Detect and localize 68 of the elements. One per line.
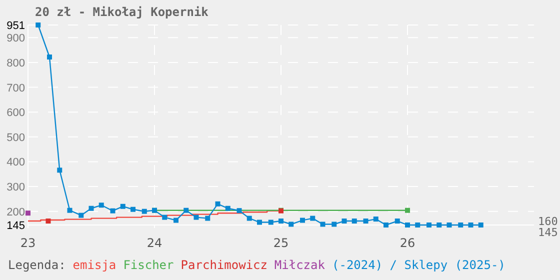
text: Parchimowicz [180,258,268,272]
point [394,218,400,224]
legend-title: Legenda: [8,258,66,272]
point [415,222,420,228]
point [36,22,41,28]
point [46,218,51,224]
y-tick-label: 951 [6,20,25,32]
point [268,220,274,225]
point [332,222,337,227]
point [174,218,179,223]
x-tick-label: 23 [20,236,36,250]
point [278,218,284,224]
text: 160 [538,215,558,228]
x-tick-label: 24 [146,236,162,250]
x-tick-label: 25 [273,236,289,250]
chart-title: 20 zł - Mikołaj Kopernik [35,5,210,19]
point [67,208,72,213]
point [225,206,230,211]
point [162,214,168,220]
point [78,212,84,218]
point [426,222,432,228]
point [342,218,347,224]
point [446,222,452,228]
point [478,222,484,228]
y-tick-label: 300 [6,182,25,194]
text: Fischer [123,258,174,272]
point [57,168,62,173]
point [194,214,199,220]
y-tick-label: 500 [6,132,25,144]
text: 145 [538,226,558,239]
point [363,218,368,224]
y-tick-label: 900 [6,32,25,45]
point [405,222,410,228]
y-tick-label: 400 [6,156,25,169]
point [120,204,126,209]
point [246,216,252,221]
y-tick-label: 800 [6,57,25,70]
point [98,202,104,208]
point [405,208,410,213]
point [142,208,147,214]
point [256,220,262,225]
point [288,222,294,227]
point [26,210,30,216]
point [320,222,326,227]
text: (-2024) / Sklepy (2025-) [332,258,506,272]
point [236,208,242,214]
point [300,218,306,223]
point [205,216,210,221]
text: emisja [72,258,116,272]
point [468,222,474,228]
point [47,54,52,60]
point [215,201,220,206]
point [130,206,136,212]
y-tick-label: 200 [6,206,25,218]
y-tick-label: 600 [6,107,25,120]
point [310,216,316,221]
text: Miłczak [274,258,326,272]
point [184,208,189,213]
point [383,222,388,228]
point [88,206,94,211]
point [110,208,116,214]
point [436,222,442,228]
point [373,216,378,222]
point [458,222,464,228]
y-tick-label: 700 [6,82,25,94]
y-tick-label: 145 [6,220,25,232]
point [352,218,357,224]
x-tick-label: 26 [400,236,416,250]
